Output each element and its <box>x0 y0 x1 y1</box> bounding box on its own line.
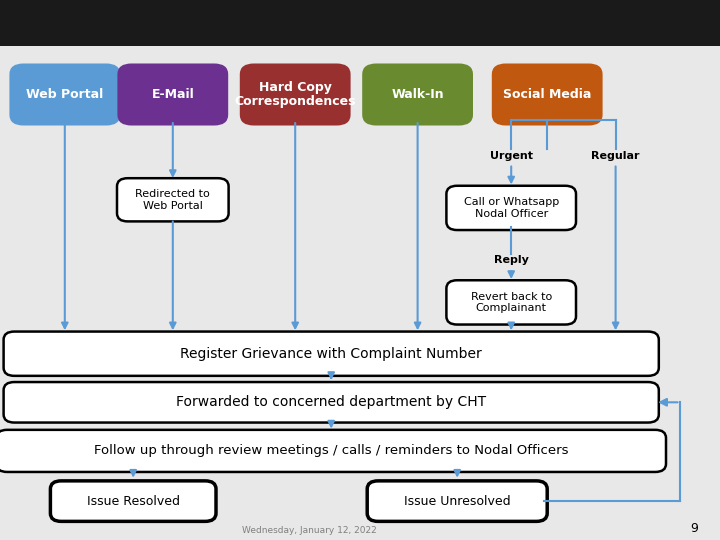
FancyBboxPatch shape <box>0 430 666 472</box>
FancyBboxPatch shape <box>367 481 547 522</box>
Text: Web Portal: Web Portal <box>26 88 104 101</box>
Text: Issue Unresolved: Issue Unresolved <box>404 495 510 508</box>
FancyBboxPatch shape <box>446 280 576 325</box>
FancyBboxPatch shape <box>4 332 659 376</box>
FancyBboxPatch shape <box>0 0 720 46</box>
Text: E-Mail: E-Mail <box>151 88 194 101</box>
FancyBboxPatch shape <box>50 481 216 522</box>
FancyBboxPatch shape <box>4 382 659 422</box>
Text: Wednesday, January 12, 2022: Wednesday, January 12, 2022 <box>242 525 377 535</box>
Text: Forwarded to concerned department by CHT: Forwarded to concerned department by CHT <box>176 395 486 409</box>
Text: 9: 9 <box>690 522 698 535</box>
FancyBboxPatch shape <box>117 178 229 221</box>
FancyBboxPatch shape <box>10 65 120 125</box>
Text: Call or Whatsapp
Nodal Officer: Call or Whatsapp Nodal Officer <box>464 197 559 219</box>
Text: Hard Copy
Correspondences: Hard Copy Correspondences <box>235 80 356 109</box>
Text: Follow up through review meetings / calls / reminders to Nodal Officers: Follow up through review meetings / call… <box>94 444 569 457</box>
Text: Urgent: Urgent <box>490 151 533 161</box>
Text: Reply: Reply <box>494 255 528 266</box>
Text: Register Grievance with Complaint Number: Register Grievance with Complaint Number <box>180 347 482 361</box>
Text: Regular: Regular <box>591 151 640 161</box>
FancyBboxPatch shape <box>118 65 228 125</box>
Text: Social Media: Social Media <box>503 88 591 101</box>
Text: Revert back to
Complainant: Revert back to Complainant <box>471 292 552 313</box>
Text: Complaint Flow Process:: Complaint Flow Process: <box>14 12 323 33</box>
FancyBboxPatch shape <box>363 65 472 125</box>
FancyBboxPatch shape <box>240 65 350 125</box>
Text: Issue Resolved: Issue Resolved <box>86 495 180 508</box>
FancyBboxPatch shape <box>492 65 602 125</box>
Text: Redirected to
Web Portal: Redirected to Web Portal <box>135 189 210 211</box>
Text: Walk-In: Walk-In <box>391 88 444 101</box>
FancyBboxPatch shape <box>446 186 576 230</box>
